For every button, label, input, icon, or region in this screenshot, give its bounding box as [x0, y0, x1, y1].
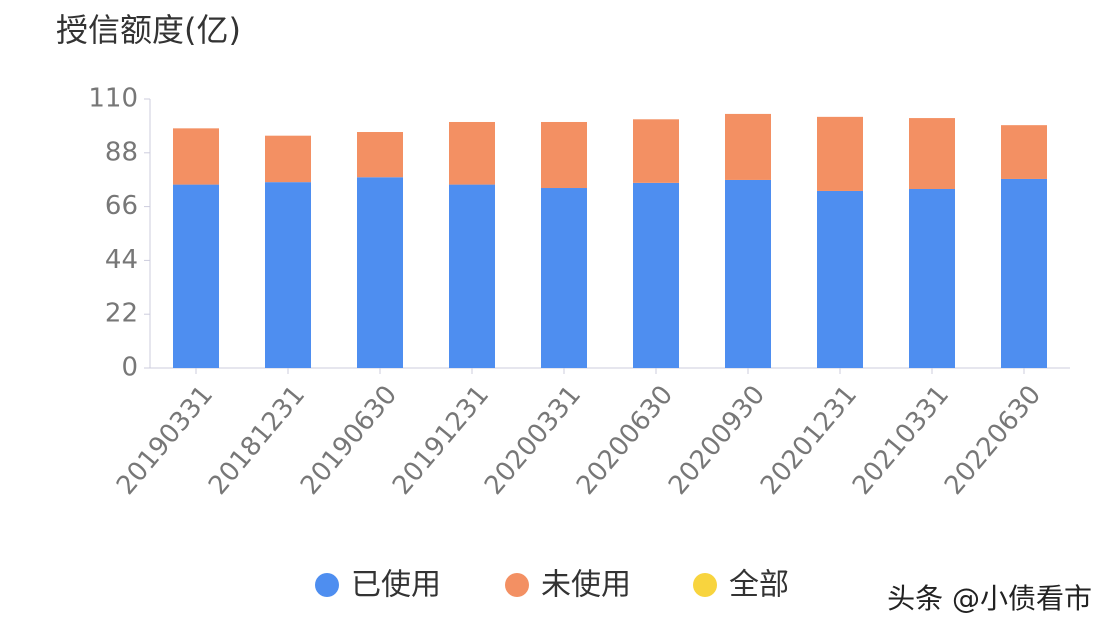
y-tick-label: 110 — [88, 84, 138, 114]
bar-segment — [265, 135, 311, 183]
x-tick-label: 20200630 — [571, 380, 679, 501]
x-tick-label: 20220630 — [939, 380, 1047, 501]
y-tick-label: 0 — [121, 353, 138, 383]
bar-segment — [357, 132, 403, 178]
bar-segment — [449, 121, 495, 185]
x-tick-label: 20200930 — [663, 380, 771, 501]
bar-segment — [633, 119, 679, 183]
bar-segment — [449, 184, 495, 368]
legend-swatch — [505, 573, 529, 597]
legend-label: 已使用 — [351, 568, 441, 603]
bar-segment — [173, 184, 219, 368]
bar-segment — [909, 188, 955, 368]
x-tick-label: 20200331 — [479, 380, 587, 501]
chart-title: 授信额度(亿) — [56, 11, 241, 49]
x-tick-label: 20181231 — [203, 380, 311, 501]
watermark: 头条 @小债看市 — [887, 582, 1092, 615]
bar-segment — [817, 190, 863, 368]
legend-swatch — [693, 573, 717, 597]
bar-segment — [909, 118, 955, 189]
legend-label: 未使用 — [541, 568, 631, 603]
bar-segment — [265, 182, 311, 368]
bar-segment — [725, 179, 771, 368]
y-tick-label: 22 — [105, 299, 138, 329]
y-tick-label: 88 — [105, 137, 138, 167]
bar-segment — [541, 188, 587, 368]
bar-segment — [173, 128, 219, 185]
legend-label: 全部 — [729, 568, 789, 603]
bar-segment — [357, 177, 403, 368]
x-tick-label: 20201231 — [755, 380, 863, 501]
x-tick-label: 20190331 — [111, 380, 219, 501]
bar-segment — [817, 116, 863, 191]
x-tick-label: 20210331 — [847, 380, 955, 501]
bar-segment — [725, 113, 771, 180]
bar-segment — [541, 121, 587, 189]
x-tick-label: 20190630 — [295, 380, 403, 501]
bar-segment — [1001, 125, 1047, 179]
bar-segment — [633, 182, 679, 368]
bar-segment — [1001, 178, 1047, 368]
x-tick-label: 20191231 — [387, 380, 495, 501]
y-tick-label: 66 — [105, 191, 138, 221]
y-tick-label: 44 — [105, 245, 138, 275]
legend-swatch — [315, 573, 339, 597]
